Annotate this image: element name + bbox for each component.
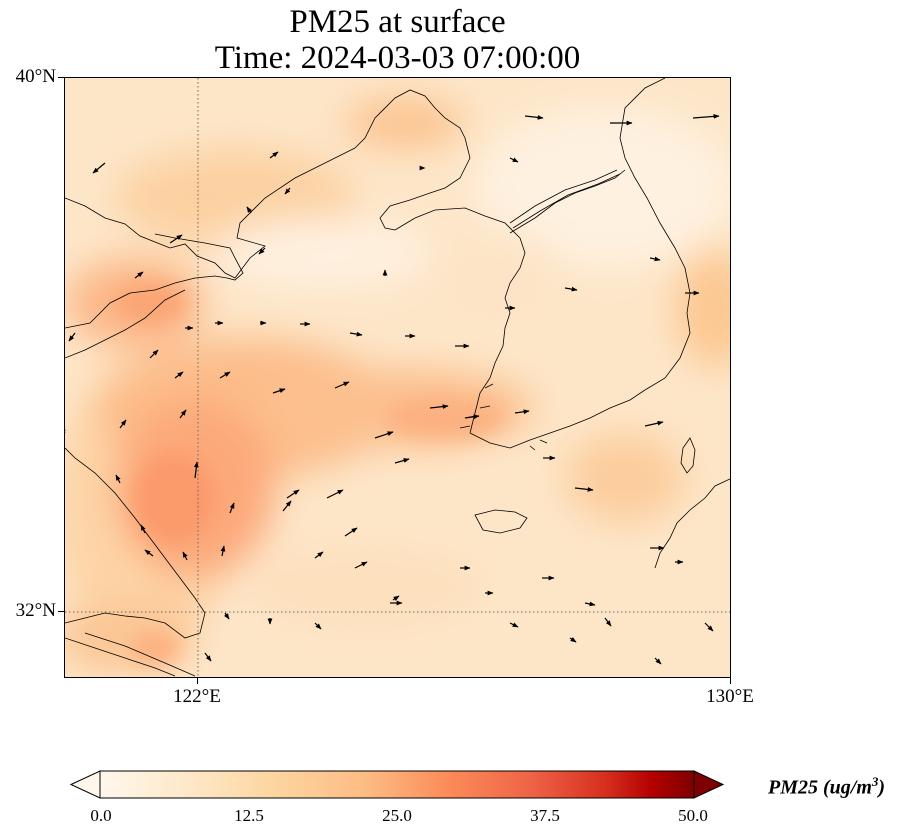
wind-arrow	[354, 561, 368, 569]
liaodong-coast	[354, 89, 471, 231]
wind-arrow	[314, 551, 324, 559]
wind-arrow	[644, 420, 664, 427]
coastlines	[65, 78, 730, 677]
wind-arrow	[314, 622, 322, 630]
colorbar-tick-2: 25.0	[382, 806, 412, 825]
wind-arrow	[272, 388, 286, 394]
colorbar-tick-4: 50.0	[678, 806, 708, 825]
wind-arrow	[282, 500, 292, 512]
yangtze-estuary	[65, 632, 196, 677]
wind-arrow	[692, 114, 720, 119]
wind-arrow	[654, 657, 662, 665]
colorbar	[70, 770, 725, 799]
tsushima-island	[680, 437, 696, 474]
wind-arrow	[344, 527, 358, 537]
jeju-island	[474, 509, 528, 534]
north-korea-coast	[509, 169, 626, 234]
colorbar-tick-3: 37.5	[530, 806, 560, 825]
wind-arrow	[564, 286, 578, 292]
wind-arrow	[584, 601, 596, 607]
map-canvas[interactable]	[65, 78, 731, 678]
korea-west-coast	[469, 237, 526, 434]
lat-label-32N: 32°N	[15, 600, 56, 621]
wind-arrow	[224, 612, 230, 620]
shandong-coast	[65, 233, 244, 329]
wind-arrow	[604, 617, 612, 627]
wind-arrow	[514, 409, 530, 415]
map-title-line1: PM25 at surface	[289, 4, 506, 40]
wind-arrow	[509, 622, 519, 628]
wind-arrow	[258, 247, 266, 255]
shandong-south-coast	[65, 289, 186, 359]
dmz-lines	[509, 169, 621, 229]
pm25-field	[65, 78, 730, 677]
wind-arrow	[179, 409, 187, 419]
wind-arrow	[394, 458, 410, 464]
wind-arrow	[174, 371, 184, 379]
jiangsu-coast	[65, 447, 206, 639]
tick-32N	[58, 611, 64, 612]
lon-label-122E: 122°E	[173, 686, 221, 707]
wind-arrow	[219, 371, 231, 379]
gridlines	[65, 78, 730, 677]
wind-arrow	[115, 474, 121, 484]
colorbar-extend-low	[70, 770, 101, 799]
wind-arrow	[326, 489, 344, 499]
lon-label-130E: 130°E	[706, 686, 754, 707]
kyushu-coast	[654, 478, 730, 569]
wind-vectors	[65, 114, 720, 665]
korea-bay-coast	[394, 207, 521, 239]
wind-arrow	[68, 332, 76, 342]
wind-arrow	[524, 115, 544, 120]
wind-arrow	[119, 419, 127, 429]
wind-arrow	[569, 637, 577, 643]
wind-arrow	[134, 271, 144, 279]
wind-arrow	[229, 502, 235, 514]
wind-arrow	[374, 431, 394, 439]
wind-arrow	[269, 151, 279, 159]
korea-south-coast	[469, 389, 646, 449]
lat-label-40N: 40°N	[15, 66, 56, 87]
wind-arrow	[574, 487, 594, 492]
china-coast-north	[65, 147, 356, 279]
wind-arrow	[193, 461, 199, 479]
colorbar-tick-1: 12.5	[234, 806, 264, 825]
wind-arrow	[220, 545, 226, 557]
wind-arrow	[392, 595, 400, 601]
wind-arrow	[509, 157, 519, 163]
wind-arrow	[284, 187, 291, 195]
colorbar-tick-0: 0.0	[90, 806, 112, 825]
wind-arrow	[204, 652, 212, 662]
colorbar-label-end: )	[878, 776, 886, 799]
colorbar-bar	[99, 770, 695, 799]
wind-arrow	[649, 256, 661, 262]
wind-arrow	[429, 404, 449, 409]
wind-arrow	[182, 551, 188, 561]
colorbar-label: PM25 (ug/m3)	[768, 774, 885, 800]
wind-arrow	[149, 349, 159, 359]
map-title-line2: Time: 2024-03-03 07:00:00	[214, 40, 581, 76]
wind-arrow	[286, 489, 300, 499]
colorbar-label-sup: 3	[871, 774, 879, 789]
wind-arrow	[334, 381, 350, 389]
wind-arrow	[246, 206, 252, 214]
tick-130E	[730, 678, 731, 684]
colorbar-label-main: PM25 (ug/m	[768, 776, 872, 799]
colorbar-extend-high	[693, 770, 725, 799]
wind-arrow	[349, 331, 363, 337]
tick-122E	[197, 678, 198, 684]
wind-arrow	[140, 524, 146, 534]
wind-arrow	[704, 622, 714, 632]
wind-arrow	[92, 162, 106, 174]
wind-arrow	[464, 414, 480, 420]
wind-arrow	[169, 234, 183, 244]
tick-40N	[58, 77, 64, 78]
map-panel[interactable]	[64, 77, 731, 678]
wind-arrow	[144, 549, 154, 557]
